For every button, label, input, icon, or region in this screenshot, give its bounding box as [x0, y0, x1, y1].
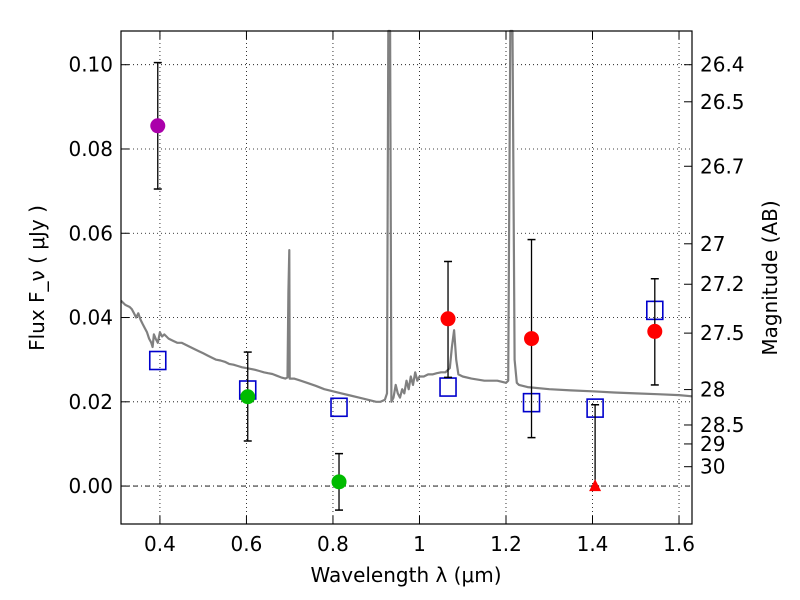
y-tick-label: 0.10 — [68, 53, 113, 77]
y-tick-label: 0.02 — [68, 390, 113, 414]
mag-tick-label: 26.4 — [700, 53, 745, 77]
detection-point — [647, 323, 663, 339]
plot-background — [121, 31, 692, 524]
spectrum-line — [120, 29, 693, 403]
x-tick-label: 0.8 — [317, 532, 349, 556]
y-tick-label: 0.00 — [68, 474, 113, 498]
upper-limit-triangle — [589, 479, 602, 492]
detection-point — [331, 474, 347, 490]
plot-frame — [120, 30, 693, 525]
mag-tick-label: 28 — [700, 378, 725, 402]
mag-tick-label: 27.5 — [700, 321, 745, 345]
mag-tick-label: 27.2 — [700, 272, 745, 296]
x-tick-label: 1.4 — [577, 532, 609, 556]
x-tick-label: 1.2 — [490, 532, 522, 556]
mag-tick-label: 30 — [700, 455, 725, 479]
y-tick-label: 0.08 — [68, 137, 113, 161]
detection-point — [150, 118, 166, 134]
x-tick-label: 1 — [413, 532, 426, 556]
mag-tick-label: 27 — [700, 232, 725, 256]
mag-tick-label: 26.5 — [700, 90, 745, 114]
model-square — [148, 350, 167, 371]
y-axis-right-title: Magnitude (AB) — [758, 200, 782, 355]
axis-ticks — [121, 31, 692, 524]
x-axis-title: Wavelength λ (μm) — [310, 563, 501, 587]
mag-tick-label: 28.5 — [700, 413, 745, 437]
y-tick-label: 0.04 — [68, 306, 113, 330]
model-spectrum — [120, 29, 693, 403]
model-square — [330, 397, 348, 418]
x-tick-label: 1.6 — [663, 532, 695, 556]
y-tick-label: 0.06 — [68, 221, 113, 245]
mag-tick-label: 29 — [700, 432, 725, 456]
mag-tick-label: 26.7 — [700, 154, 745, 178]
tick-labels: 0.4 0.6 0.8 1 1.2 1.4 1.6 0.00 0.02 0.04 0.06 0.08 0… — [68, 53, 744, 556]
detection-points — [150, 118, 663, 492]
y-axis-title: Flux F_ν ( μJy ) — [25, 205, 49, 351]
x-tick-label: 0.6 — [231, 532, 263, 556]
detection-point — [524, 331, 540, 347]
detection-point — [240, 389, 256, 405]
detection-point — [440, 311, 456, 327]
x-tick-label: 0.4 — [144, 532, 176, 556]
